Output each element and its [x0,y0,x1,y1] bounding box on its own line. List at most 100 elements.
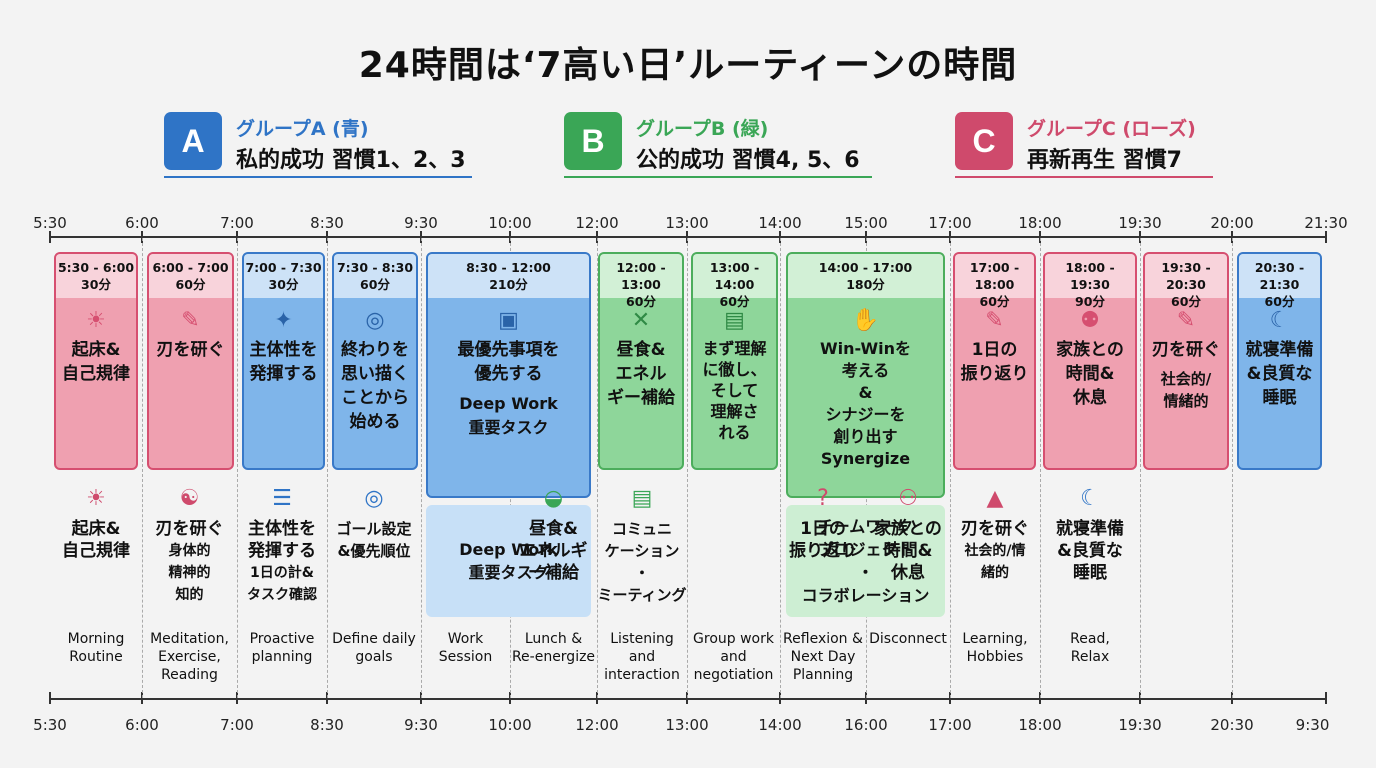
column-separator [142,238,143,698]
top-tick [1139,231,1141,243]
routine-card[interactable]: 14:00 - 17:00 180分 ✋ Win-Winを 考える & シナジーを 創… [786,252,945,498]
lower-detail: ⚇ 家族との 時間& 休息 [866,484,950,584]
routine-card[interactable]: 17:00 - 18:00 60分 ✎ 1日の 振り返り [953,252,1036,470]
lower-detail-title: 家族との 時間& 休息 [874,519,942,583]
english-caption: Reflexion & Next Day Planning [783,631,863,683]
card-duration: 60分 [979,294,1010,309]
card-subtitle: Deep Work 重要タスク [459,394,558,437]
page-title: 24時間は‘7高い日’ルーティーンの時間 [358,45,1018,86]
routine-card[interactable]: 13:00 - 14:00 60分 ▤ まず理解 に徹し、 そして 理解さ れる [691,252,778,470]
top-tick [865,231,867,243]
bottom-time-label: 9:30 [404,716,438,734]
lightbulb-icon: ✦ [274,308,293,333]
top-time-label: 18:00 [1018,214,1062,232]
card-title: 起床& 自己規律 [62,340,130,384]
meditation-icon: ☯ [179,486,200,511]
english-caption: Read, Relax [1070,631,1110,665]
bottom-tick [1039,692,1041,704]
column-separator [950,238,951,698]
routine-card[interactable]: 20:30 - 21:30 60分 ☾ 就寝準備 &良質な 睡眠 [1237,252,1322,470]
lower-info-box: チームワーク プロジェクト ・ コラボレーション [786,505,945,617]
card-title: 昼食& エネル ギー補給 [607,340,675,408]
lower-detail-title: 刃を研ぐ [155,519,224,539]
routine-card[interactable]: 12:00 - 13:00 60分 ✕ 昼食& エネル ギー補給 [598,252,684,470]
routine-card[interactable]: 18:00 - 19:30 90分 ⚉ 家族との 時間& 休息 [1043,252,1137,470]
card-title: 刃を研ぐ [1152,340,1220,360]
bottom-tick [236,692,238,704]
lower-detail-title: コミュニ ケーション ・ ミーティング [597,520,687,604]
bottom-time-label: 16:00 [844,716,888,734]
bottom-tick [509,692,511,704]
routine-card[interactable]: 5:30 - 6:00 30分 ☀ 起床& 自己規律 [54,252,138,470]
english-caption: Lunch & Re-energize [511,631,596,665]
top-time-label: 6:00 [125,214,159,232]
card-time-header: 13:00 - 14:00 60分 [693,254,776,309]
sunrise-icon: ☀ [86,308,106,333]
card-duration: 60分 [175,277,206,292]
lower-detail-subtitle: 1日の計& タスク確認 [247,565,317,603]
top-tick [949,231,951,243]
card-duration: 30分 [268,277,299,292]
group-c-underline [955,176,1213,178]
routine-card[interactable]: 7:00 - 7:30 30分 ✦ 主体性を 発揮する [242,252,325,470]
group-c: C グループC (ローズ) 再新再生 習慣7 [955,112,1213,178]
top-axis [50,236,1326,238]
chat-icon: ▤ [724,308,745,333]
card-duration: 60分 [719,294,750,309]
bottom-time-label: 8:30 [310,716,344,734]
lower-detail: ? 1日の 振り返り [780,484,866,562]
sleep-icon: ☾ [1269,308,1290,333]
top-time-label: 21:30 [1304,214,1348,232]
family-icon: ⚉ [1080,308,1100,333]
card-title: 終わりを 思い描く ことから 始める [341,340,409,432]
card-title: まず理解 に徹し、 そして 理解さ れる [702,339,767,442]
target-icon: ◎ [364,486,384,511]
bottom-time-label: 18:00 [1018,716,1062,734]
english-caption: Learning, Hobbies [962,631,1028,665]
routine-card[interactable]: 7:30 - 8:30 60分 ◎ 終わりを 思い描く ことから 始める [332,252,418,470]
bottom-time-label: 14:00 [758,716,802,734]
routine-card[interactable]: 6:00 - 7:00 60分 ✎ 刃を研ぐ [147,252,234,470]
bottom-time-label: 5:30 [33,716,67,734]
lower-detail-title: ゴール設定 &優先順位 [336,520,412,560]
card-time-range: 18:00 - 19:30 [1065,260,1115,292]
bowl-icon: ◒ [543,486,564,511]
card-duration: 60分 [1264,294,1295,309]
card-time-header: 7:00 - 7:30 30分 [244,254,323,298]
card-time-header: 14:00 - 17:00 180分 [788,254,943,298]
people-icon: ⚇ [898,486,918,511]
utensils-icon: ✕ [631,308,651,333]
sunrise-icon: ☀ [86,486,106,511]
bottom-time-label: 7:00 [220,716,254,734]
lower-detail-subtitle: 社会的/情 緒的 [964,543,1026,581]
briefcase-icon: ▣ [498,308,519,333]
card-title: 主体性を 発揮する [249,340,318,384]
card-duration: 90分 [1075,294,1105,309]
card-time-range: 20:30 - 21:30 [1254,260,1305,292]
routine-card[interactable]: 19:30 - 20:30 60分 ✎ 刃を研ぐ 社会的/ 情緒的 [1143,252,1229,470]
lower-detail-title: 刃を研ぐ [961,519,1029,539]
group-c-name: グループC (ローズ) [1027,118,1196,140]
bottom-tick [326,692,328,704]
top-time-label: 10:00 [488,214,532,232]
bottom-tick [1231,692,1233,704]
column-separator [597,238,598,698]
group-a-badge: A [164,112,222,170]
bottom-tick [49,692,51,704]
card-time-header: 8:30 - 12:00 210分 [428,254,589,298]
english-caption: Group work and negotiation [693,631,774,683]
bottom-time-label: 6:00 [125,716,159,734]
lower-detail: ☰ 主体性を 発揮する 1日の計& タスク確認 [237,484,327,606]
saw-icon: ✎ [1176,308,1196,333]
routine-card[interactable]: 8:30 - 12:00 210分 ▣ 最優先事項を 優先する Deep Work 重要… [426,252,591,498]
card-duration: 180分 [846,277,885,292]
top-tick [326,231,328,243]
bottom-axis [50,698,1326,700]
bottom-tick [865,692,867,704]
lower-info-text: チームワーク プロジェクト ・ コラボレーション [801,517,930,605]
bottom-time-label: 17:00 [928,716,972,734]
card-title: 家族との 時間& 休息 [1056,340,1124,408]
column-separator [687,238,688,698]
group-b-underline [564,176,872,178]
english-caption: Disconnect [869,631,947,647]
